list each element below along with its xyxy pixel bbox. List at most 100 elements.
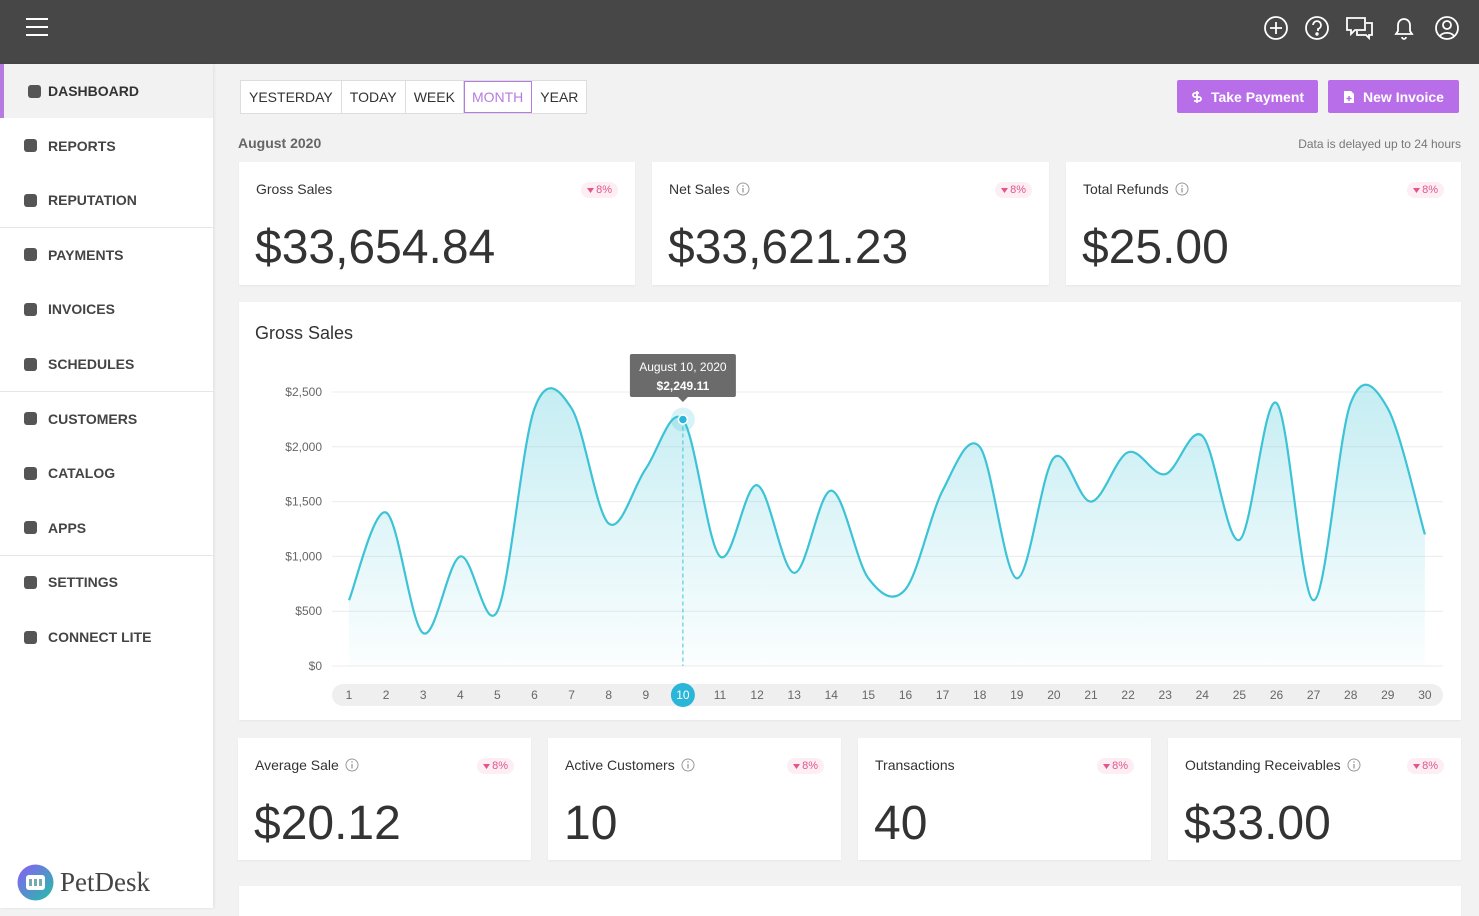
x-tick-label: 7 <box>568 688 575 702</box>
down-arrow <box>587 187 595 193</box>
help-icon[interactable] <box>1305 16 1329 40</box>
y-tick-label: $2,000 <box>285 440 322 454</box>
button-label: New Invoice <box>1363 88 1444 105</box>
x-tick-label: 2 <box>383 688 390 702</box>
nav-label: REPUTATION <box>48 192 137 209</box>
x-tick-label: 14 <box>825 688 839 702</box>
range-tab[interactable]: MONTH <box>463 81 533 113</box>
nav-icon <box>24 412 37 426</box>
nav-icon <box>24 575 37 589</box>
range-tab[interactable]: WEEK <box>406 81 464 113</box>
x-tick-label: 17 <box>936 688 950 702</box>
chat-icon[interactable] <box>1346 17 1373 41</box>
delay-note: Data is delayed up to 24 hours <box>1298 137 1461 151</box>
tooltip-date: August 10, 2020 <box>639 360 727 374</box>
stat-label: Total Refunds <box>1083 181 1189 197</box>
nav-item[interactable]: INVOICES <box>0 282 213 336</box>
x-tick-label: 30 <box>1418 688 1432 702</box>
x-tick-label: 4 <box>457 688 464 702</box>
nav-item[interactable]: CONNECT LITE <box>0 610 213 664</box>
x-tick-label: 6 <box>531 688 538 702</box>
add-icon[interactable] <box>1264 16 1288 40</box>
stat-label: Outstanding Receivables <box>1185 757 1361 773</box>
nav-label: CATALOG <box>48 465 116 482</box>
account-icon[interactable] <box>1435 16 1459 40</box>
change-text: 8% <box>1112 760 1128 772</box>
tooltip-value: $2,249.11 <box>657 379 710 393</box>
nav-label: SETTINGS <box>48 574 119 591</box>
action-button[interactable]: Take Payment <box>1177 80 1318 113</box>
down-arrow <box>1103 763 1111 769</box>
info-icon[interactable] <box>1175 182 1189 196</box>
nav-item[interactable]: CUSTOMERS <box>0 392 213 446</box>
stat-card: Net Sales 8% $33,621.23 <box>652 162 1049 285</box>
action-button[interactable]: New Invoice <box>1328 80 1459 113</box>
x-tick-label: 22 <box>1121 688 1135 702</box>
stat-card: Transactions 8% 40 <box>858 738 1151 860</box>
change-badge: 8% <box>995 182 1032 198</box>
x-tick-label: 8 <box>605 688 612 702</box>
stat-value: 40 <box>874 797 928 850</box>
nav-icon <box>24 357 37 371</box>
info-icon[interactable] <box>736 182 750 196</box>
y-tick-label: $1,000 <box>285 549 322 563</box>
menu-button[interactable] <box>26 17 48 37</box>
stat-label-text: Total Refunds <box>1083 181 1169 197</box>
nav-label: PAYMENTS <box>48 246 124 263</box>
x-tick-label: 29 <box>1381 688 1395 702</box>
change-badge: 8% <box>1407 758 1444 774</box>
range-tab[interactable]: TODAY <box>342 81 406 113</box>
x-tick-label: 12 <box>750 688 764 702</box>
nav-label: APPS <box>48 519 87 536</box>
range-tab[interactable]: YEAR <box>540 89 579 105</box>
change-badge: 8% <box>1097 758 1134 774</box>
chart-card: Gross Sales $0 $500 $1,000 $1,500 $2,000 $2,5… <box>239 302 1461 720</box>
nav-label: CONNECT LITE <box>48 629 152 645</box>
nav-item[interactable]: SCHEDULES <box>0 337 213 391</box>
y-tick-label: $0 <box>309 659 323 673</box>
nav-item[interactable]: CATALOG <box>0 446 213 500</box>
x-tick-label: 28 <box>1344 688 1358 702</box>
y-tick-label: $2,500 <box>285 385 322 399</box>
x-tick-label: 20 <box>1047 688 1061 702</box>
nav-item[interactable]: REPUTATION <box>0 173 213 227</box>
nav-item[interactable]: REPORTS <box>0 119 213 173</box>
range-tabs: YESTERDAY TODAY WEEK MONTH YEAR <box>240 80 588 114</box>
nav-item[interactable]: SETTINGS <box>0 555 213 609</box>
nav-icon <box>24 139 37 153</box>
y-tick-label: $1,500 <box>285 495 322 509</box>
divider <box>0 554 213 556</box>
nav-item[interactable]: DASHBOARD <box>0 64 213 118</box>
down-arrow <box>793 763 801 769</box>
stat-label: Transactions <box>875 757 955 773</box>
bell-icon[interactable] <box>1394 18 1414 40</box>
x-axis-track <box>332 684 1443 706</box>
stat-label-text: Outstanding Receivables <box>1185 757 1341 773</box>
chart-title: Gross Sales <box>255 323 353 343</box>
x-tick-label: 15 <box>862 688 876 702</box>
period: August 2020 <box>238 135 322 151</box>
stat-value: $20.12 <box>254 797 401 850</box>
nav-label: DASHBOARD <box>48 83 139 99</box>
nav-item[interactable]: PAYMENTS <box>0 228 213 282</box>
nav-item[interactable]: APPS <box>0 501 213 555</box>
info-icon[interactable] <box>1347 758 1361 772</box>
change-badge: 8% <box>787 758 824 774</box>
range-tab[interactable]: YESTERDAY <box>241 81 342 113</box>
stat-value: $33.00 <box>1184 797 1331 850</box>
x-tick-label: 13 <box>788 688 802 702</box>
nav-icon <box>24 521 37 535</box>
stat-card: Active Customers 8% 10 <box>548 738 841 860</box>
x-tick-label: 5 <box>494 688 501 702</box>
x-tick-label: 10 <box>676 688 690 702</box>
info-icon[interactable] <box>345 758 359 772</box>
x-highlight <box>670 683 695 707</box>
stat-value: 10 <box>564 797 618 850</box>
nav-label: REPORTS <box>48 137 116 154</box>
down-arrow <box>483 763 491 769</box>
nav-icon <box>24 193 37 207</box>
stat-label-text: Active Customers <box>565 757 675 773</box>
button-icon <box>1192 90 1202 103</box>
info-icon[interactable] <box>681 758 695 772</box>
top-icons <box>1264 16 1459 41</box>
